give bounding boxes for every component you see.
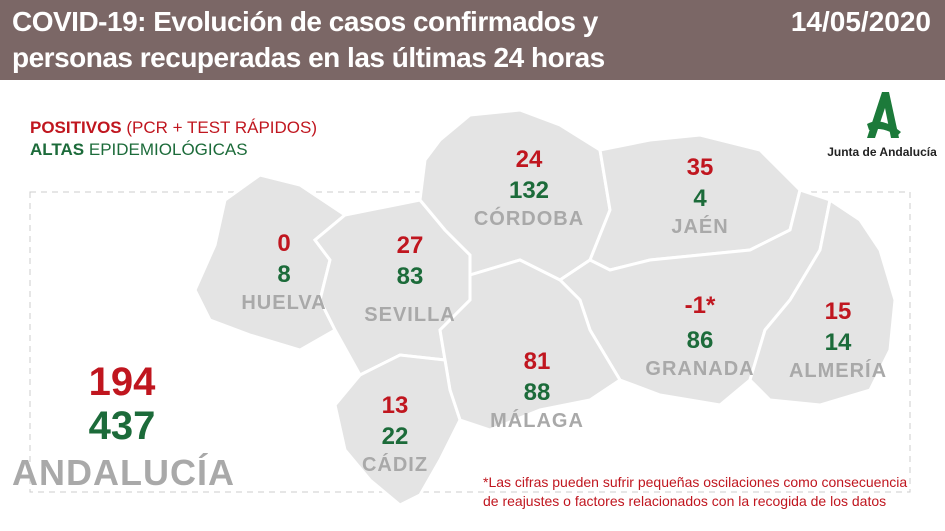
positivos-value: 81 [523,348,551,375]
province-label: CÓRDOBA [473,208,585,230]
altas-value: 14 [824,329,852,356]
andalucia-label: ANDALUCÍA [12,452,235,493]
legend-positivos-rest: (PCR + TEST RÁPIDOS) [121,118,318,137]
province-malaga-data: 81 88 MÁLAGA [490,346,584,434]
province-cadiz-data: 13 22 CÁDIZ [362,390,428,478]
province-cordoba-data: 24 132 CÓRDOBA [474,144,584,232]
altas-value: 86 [686,327,714,354]
footnote-line-1: *Las cifras pueden sufrir pequeñas oscil… [483,474,908,490]
province-sevilla-data: 27 83 SEVILLA [364,230,455,328]
footnote-line-2: de reajustes o factores relacionados con… [483,493,887,509]
altas-value: 83 [396,263,424,290]
positivos-value: 13 [381,392,409,419]
province-label: CÁDIZ [361,454,429,476]
legend-positivos: POSITIVOS (PCR + TEST RÁPIDOS) [30,117,317,139]
title-line-2: personas recuperadas en las últimas 24 h… [12,42,605,73]
positivos-value: 15 [824,298,852,325]
title-line-1: COVID-19: Evolución de casos confirmados… [12,6,598,37]
header: COVID-19: Evolución de casos confirmados… [0,0,945,80]
province-almeria-data: 15 14 ALMERÍA [789,296,887,384]
altas-value: 132 [508,177,550,204]
province-jaen-data: 35 4 JAÉN [671,152,728,240]
province-huelva-data: 0 8 HUELVA [241,228,326,316]
footnote: *Las cifras pueden sufrir pequeñas oscil… [483,473,907,511]
logo-text: Junta de Andalucía [827,145,937,159]
date: 14/05/2020 [790,6,931,37]
altas-value: 88 [523,379,551,406]
altas-value: 4 [693,185,707,212]
province-label: HUELVA [241,292,327,314]
page-title: COVID-19: Evolución de casos confirmados… [12,4,605,76]
province-label: MÁLAGA [490,410,584,432]
province-label: GRANADA [645,358,755,380]
junta-logo: Junta de Andalucía [824,92,940,159]
altas-value: 8 [277,261,291,288]
positivos-value: 24 [515,146,543,173]
total-altas: 437 [88,404,156,448]
province-cadiz [333,353,462,507]
province-almeria [748,197,897,407]
legend-altas-bold: ALTAS [30,140,85,159]
altas-value: 22 [381,423,409,450]
province-label: ALMERÍA [788,360,888,382]
legend-positivos-bold: POSITIVOS [30,118,122,137]
total-positivos: 194 [88,360,156,404]
legend-altas: ALTAS EPIDEMIOLÓGICAS [30,139,317,161]
legend-altas-rest: EPIDEMIOLÓGICAS [84,140,248,159]
province-granada-data: -1* 86 GRANADA [645,290,754,382]
positivos-value: 0 [277,230,291,257]
legend: POSITIVOS (PCR + TEST RÁPIDOS) ALTAS EPI… [30,117,317,161]
positivos-value: 27 [396,232,424,259]
positivos-value: -1* [684,292,716,319]
province-label: SEVILLA [364,304,456,326]
total-data: 194 437 [89,360,156,448]
positivos-value: 35 [686,154,714,181]
province-label: JAÉN [671,216,729,238]
junta-a-icon [867,92,901,138]
